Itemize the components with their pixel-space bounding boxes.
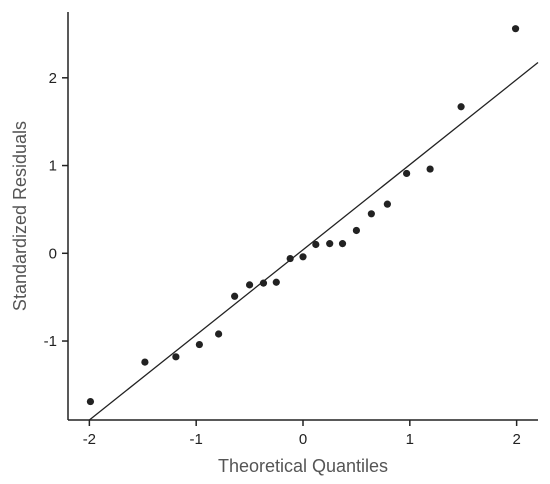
data-point [312, 240, 320, 249]
y-tick-label: 0 [49, 245, 57, 262]
data-point [326, 240, 334, 248]
data-point [245, 281, 254, 289]
data-point [403, 169, 411, 178]
data-point [86, 397, 95, 406]
data-point [426, 165, 434, 173]
x-tick-label: 0 [299, 431, 307, 448]
x-axis-title: Theoretical Quantiles [218, 456, 388, 476]
data-point [231, 292, 239, 300]
data-point [367, 210, 375, 218]
y-tick-label: 1 [49, 158, 57, 175]
plot-area: -2 -1 0 1 2 -1 0 1 2 [44, 12, 539, 448]
data-point [272, 278, 280, 286]
x-axis-ticks: -2 -1 0 1 2 [83, 420, 521, 448]
data-point [141, 358, 149, 366]
data-point [338, 240, 347, 248]
data-point [511, 25, 520, 33]
y-axis-title: Standardized Residuals [10, 121, 30, 311]
data-point [457, 103, 465, 111]
y-axis-ticks: -1 0 1 2 [44, 70, 68, 350]
x-tick-label: 1 [406, 431, 414, 448]
data-point [195, 340, 203, 349]
data-point [215, 330, 223, 338]
x-tick-label: -2 [83, 431, 96, 448]
data-point [259, 279, 268, 287]
data-point [352, 226, 361, 235]
data-point [286, 254, 294, 263]
data-point [383, 200, 391, 208]
data-point [172, 353, 180, 361]
y-tick-label: 2 [49, 70, 57, 87]
reference-line [88, 62, 539, 421]
x-tick-label: 2 [512, 431, 520, 448]
y-tick-label: -1 [44, 333, 57, 350]
data-point [299, 253, 307, 261]
data-points [86, 25, 520, 406]
x-tick-label: -1 [190, 431, 203, 448]
